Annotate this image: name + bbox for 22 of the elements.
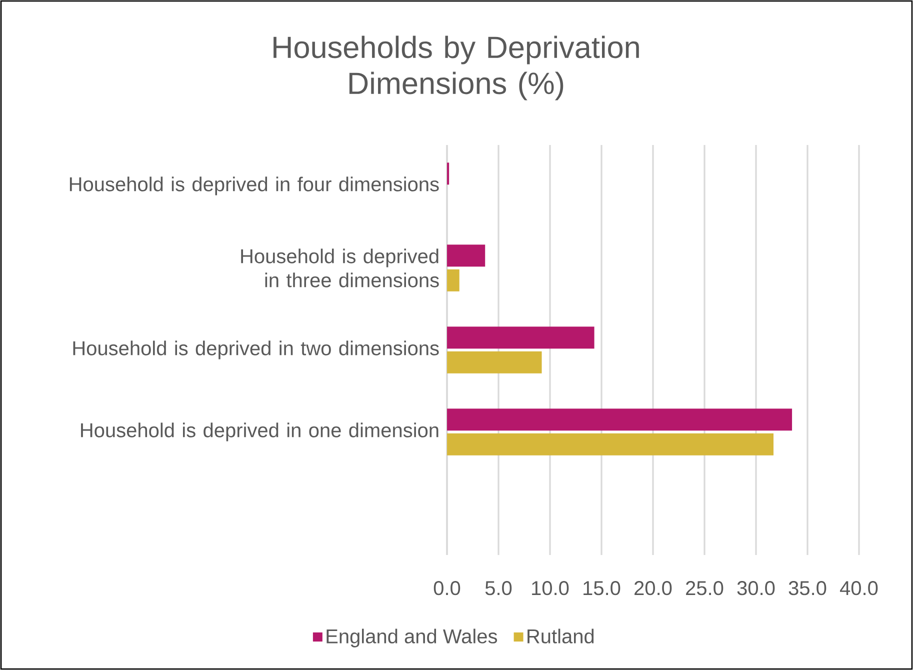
legend-label: Rutland [528, 628, 594, 644]
x-tick-label: 5.0 [485, 581, 512, 596]
bar [447, 244, 486, 267]
y-tick-label: Household is deprived in two dimensions [73, 340, 439, 360]
bar [447, 433, 774, 456]
x-tick-label: 15.0 [584, 581, 620, 596]
x-tick-label: 10.0 [532, 581, 569, 596]
x-tick-label: 40.0 [840, 581, 878, 596]
bar [447, 269, 460, 292]
x-tick-label: 30.0 [737, 581, 775, 596]
x-tick-label: 25.0 [686, 581, 724, 596]
x-tick-label: 35.0 [788, 581, 826, 596]
bar [447, 408, 792, 431]
y-tick-label: Household is deprived in three dimensions [241, 248, 439, 288]
chart-title: Households by Deprivation Dimensions (%) [274, 36, 639, 100]
bar [447, 351, 542, 374]
y-tick-label: Household is deprived in one dimension [81, 422, 438, 442]
x-tick-label: 0.0 [434, 581, 460, 596]
legend-label: England and Wales [326, 628, 498, 648]
y-tick-label: Household is deprived in four dimensions [70, 176, 439, 196]
bar [447, 326, 594, 349]
x-tick-label: 20.0 [634, 581, 672, 596]
